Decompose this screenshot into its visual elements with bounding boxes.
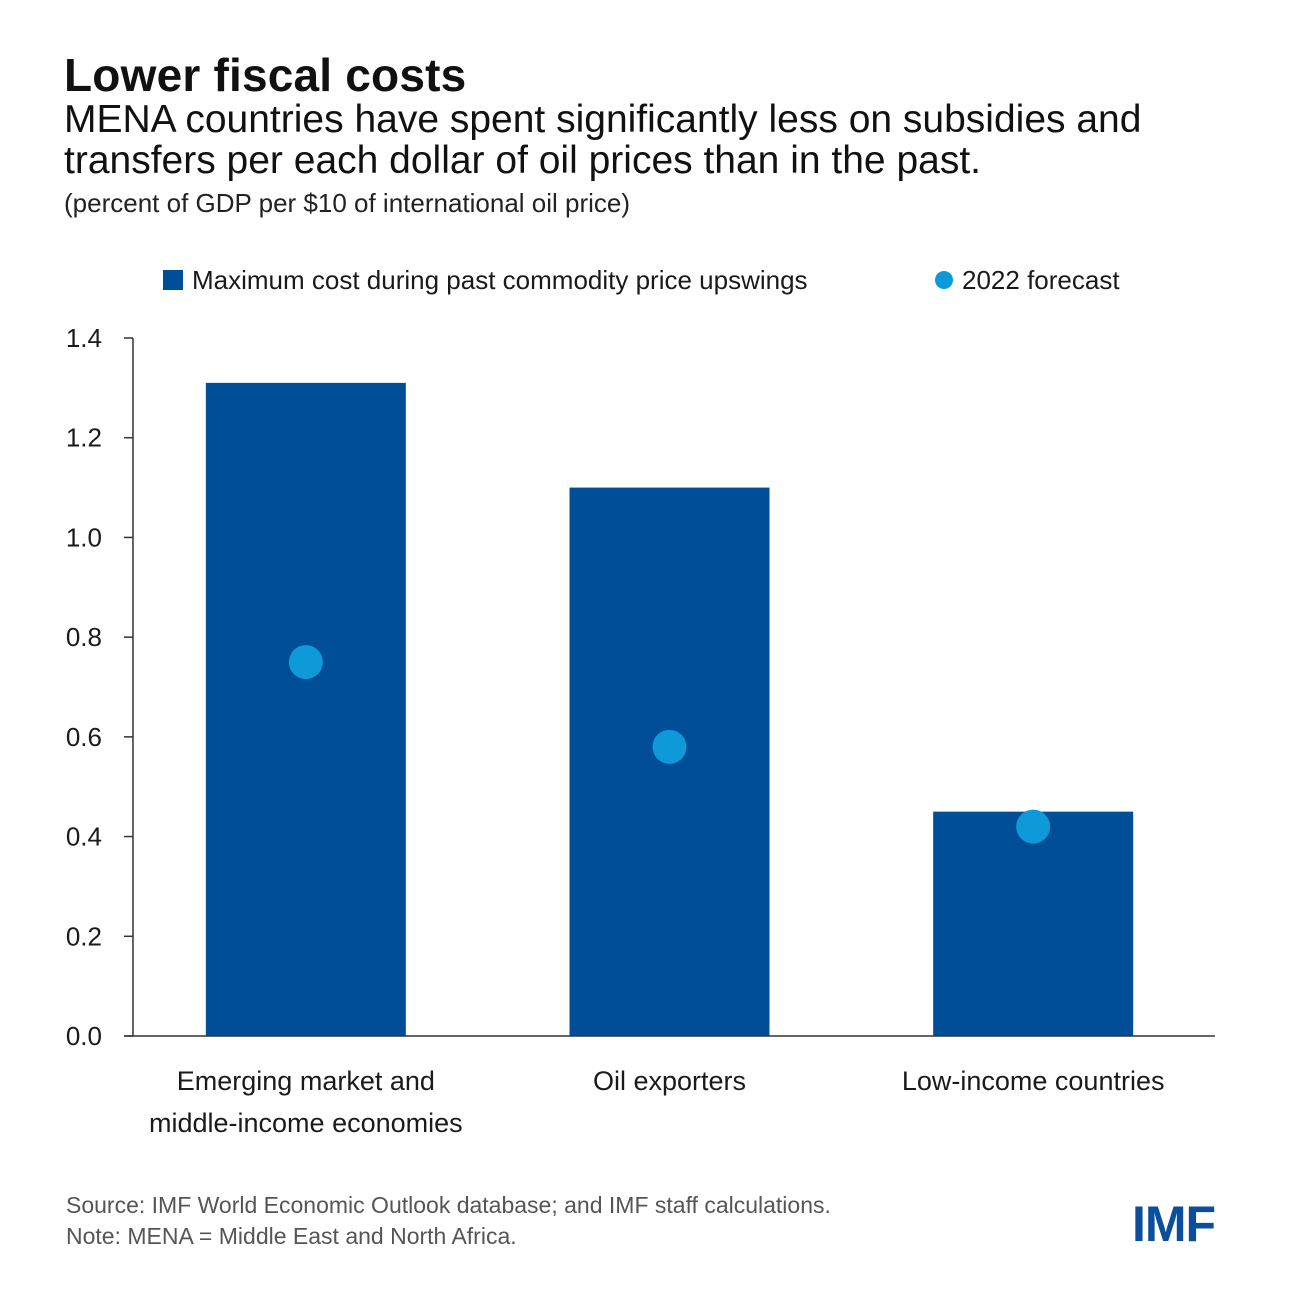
bar-chart: Maximum cost during past commodity price…: [66, 265, 1215, 1138]
y-tick-label: 1.2: [66, 423, 102, 453]
bar: [205, 382, 406, 1036]
y-tick-label: 0.8: [66, 622, 102, 652]
forecast-point: [652, 729, 687, 764]
x-category-label: Low-income countries: [902, 1066, 1165, 1096]
y-tick-label: 0.4: [66, 822, 102, 852]
source-note: Source: IMF World Economic Outlook datab…: [66, 1192, 831, 1218]
y-tick-label: 1.0: [66, 522, 102, 552]
forecast-point: [288, 645, 323, 680]
x-category-label: Emerging market and: [177, 1066, 435, 1096]
legend-swatch-forecast: [935, 271, 953, 289]
chart-footer: Source: IMF World Economic Outlook datab…: [66, 1190, 831, 1252]
x-category-label: middle-income economies: [149, 1108, 463, 1138]
abbreviation-note: Note: MENA = Middle East and North Afric…: [66, 1223, 517, 1249]
chart-units: (percent of GDP per $10 of international…: [64, 188, 631, 218]
legend-swatch-max-cost: [163, 270, 183, 290]
y-tick-label: 0.6: [66, 722, 102, 752]
bar: [933, 811, 1134, 1036]
legend-label-forecast: 2022 forecast: [962, 265, 1120, 295]
chart-title: Lower fiscal costs: [64, 49, 467, 101]
legend-label-max-cost: Maximum cost during past commodity price…: [192, 265, 808, 295]
x-category-label: Oil exporters: [593, 1066, 746, 1096]
imf-logo: IMF: [1132, 1196, 1216, 1252]
y-tick-label: 1.4: [66, 323, 102, 353]
y-tick-label: 0.0: [66, 1021, 102, 1051]
chart-subtitle: MENA countries have spent significantly …: [64, 98, 1142, 182]
y-tick-label: 0.2: [66, 921, 102, 951]
forecast-point: [1016, 809, 1051, 844]
